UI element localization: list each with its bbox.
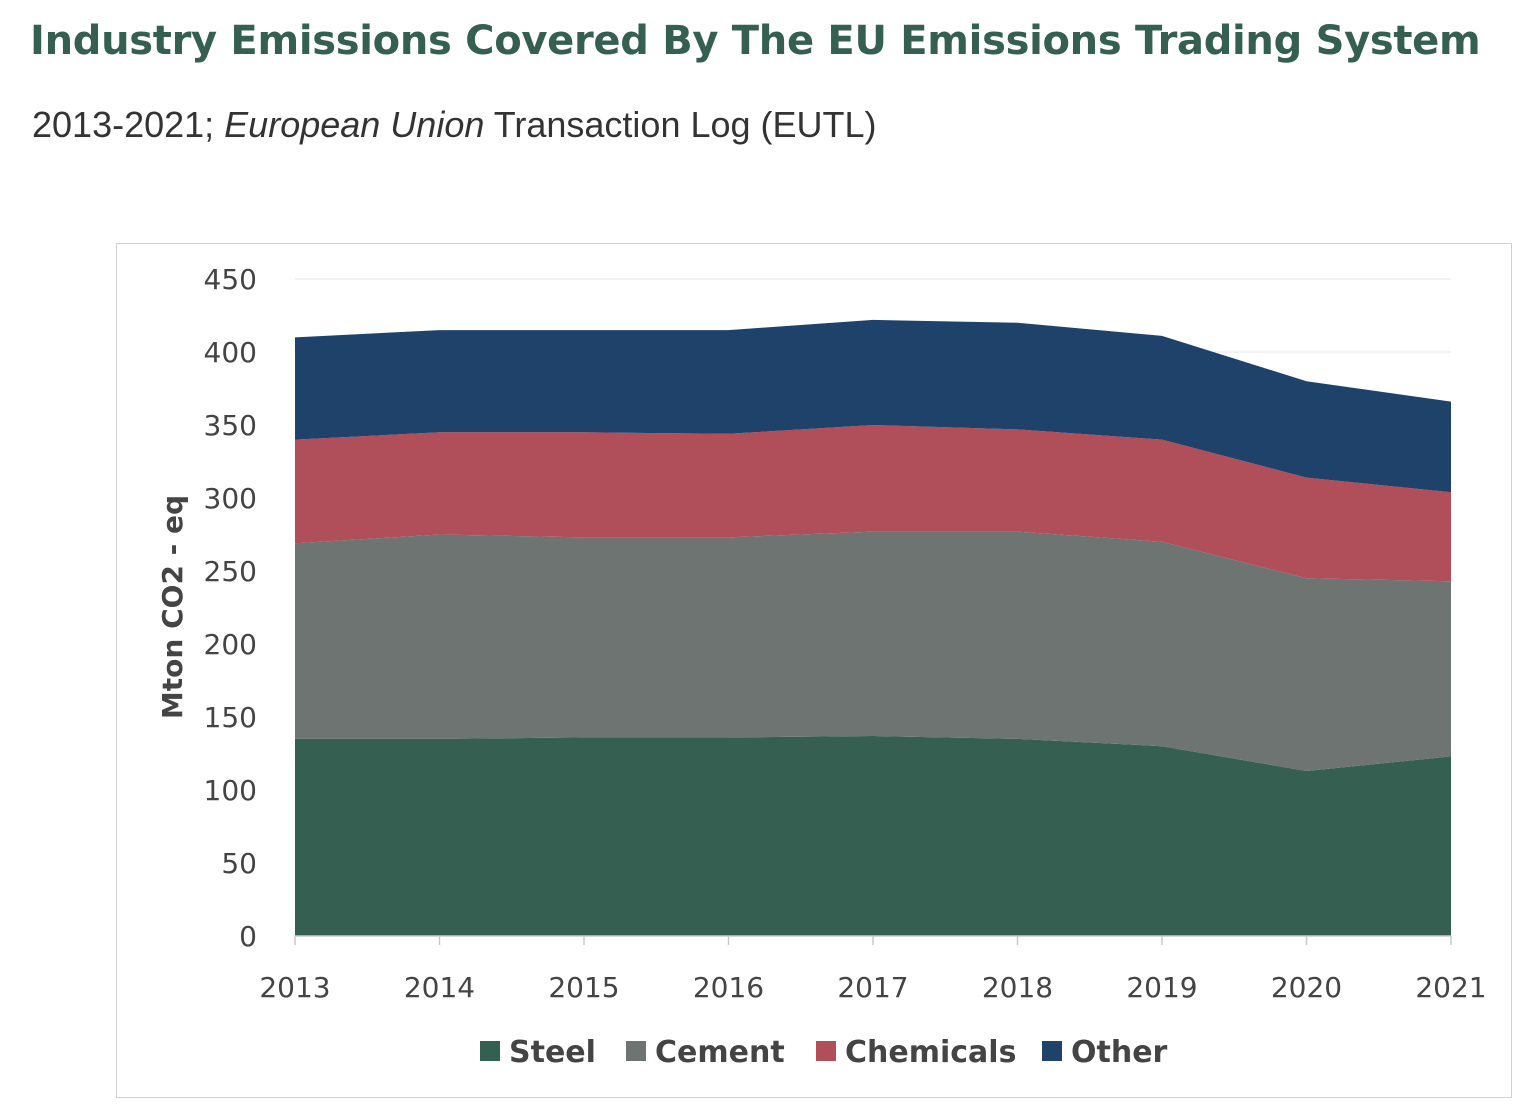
x-tick-label: 2015	[548, 971, 619, 1004]
area-chemicals	[295, 425, 1451, 582]
x-tick-label: 2013	[259, 971, 330, 1004]
subtitle-prefix: 2013-2021;	[32, 104, 225, 145]
chart-subtitle: 2013-2021; European Union Transaction Lo…	[32, 104, 877, 146]
y-tick-label: 400	[204, 336, 257, 369]
y-tick-label: 300	[204, 482, 257, 515]
x-axis: 2013 2014 2015 2016 2017 2018 2019 2020 2021	[259, 935, 1487, 1004]
legend-label-cement: Cement	[655, 1035, 785, 1070]
y-tick-label: 0	[239, 920, 257, 953]
x-tick-label: 2019	[1126, 971, 1197, 1004]
area-cement	[295, 531, 1451, 771]
y-axis: 0 50 100 150 200 250 300 350 400 450	[204, 263, 257, 953]
legend-swatch-other	[1042, 1041, 1062, 1061]
y-tick-label: 150	[204, 701, 257, 734]
y-tick-label: 200	[204, 628, 257, 661]
legend-label-other: Other	[1071, 1035, 1168, 1070]
legend-swatch-cement	[626, 1041, 646, 1061]
chart-frame	[116, 243, 1512, 1098]
legend: Steel Cement Chemicals Other	[480, 1035, 1168, 1070]
area-steel	[295, 736, 1451, 936]
chart-title: Industry Emissions Covered By The EU Emi…	[30, 18, 1481, 64]
y-tick-label: 250	[204, 555, 257, 588]
subtitle-suffix: Transaction Log (EUTL)	[484, 104, 877, 145]
legend-label-chemicals: Chemicals	[845, 1035, 1016, 1070]
x-tick-label: 2016	[693, 971, 764, 1004]
y-axis-label: Mton CO2 - eq	[156, 495, 189, 719]
y-tick-label: 450	[204, 263, 257, 296]
x-tick-label: 2017	[837, 971, 908, 1004]
x-tick-label: 2021	[1415, 971, 1486, 1004]
x-tick-label: 2014	[404, 971, 475, 1004]
legend-swatch-chemicals	[816, 1041, 836, 1061]
y-tick-label: 350	[204, 409, 257, 442]
y-tick-label: 100	[204, 774, 257, 807]
area-series	[295, 319, 1451, 936]
x-tick-label: 2020	[1271, 971, 1342, 1004]
legend-label-steel: Steel	[509, 1035, 596, 1070]
x-tick-label: 2018	[982, 971, 1053, 1004]
legend-swatch-steel	[480, 1041, 500, 1061]
y-tick-label: 50	[221, 847, 257, 880]
area-other	[295, 319, 1451, 493]
subtitle-italic: European Union	[224, 104, 485, 145]
